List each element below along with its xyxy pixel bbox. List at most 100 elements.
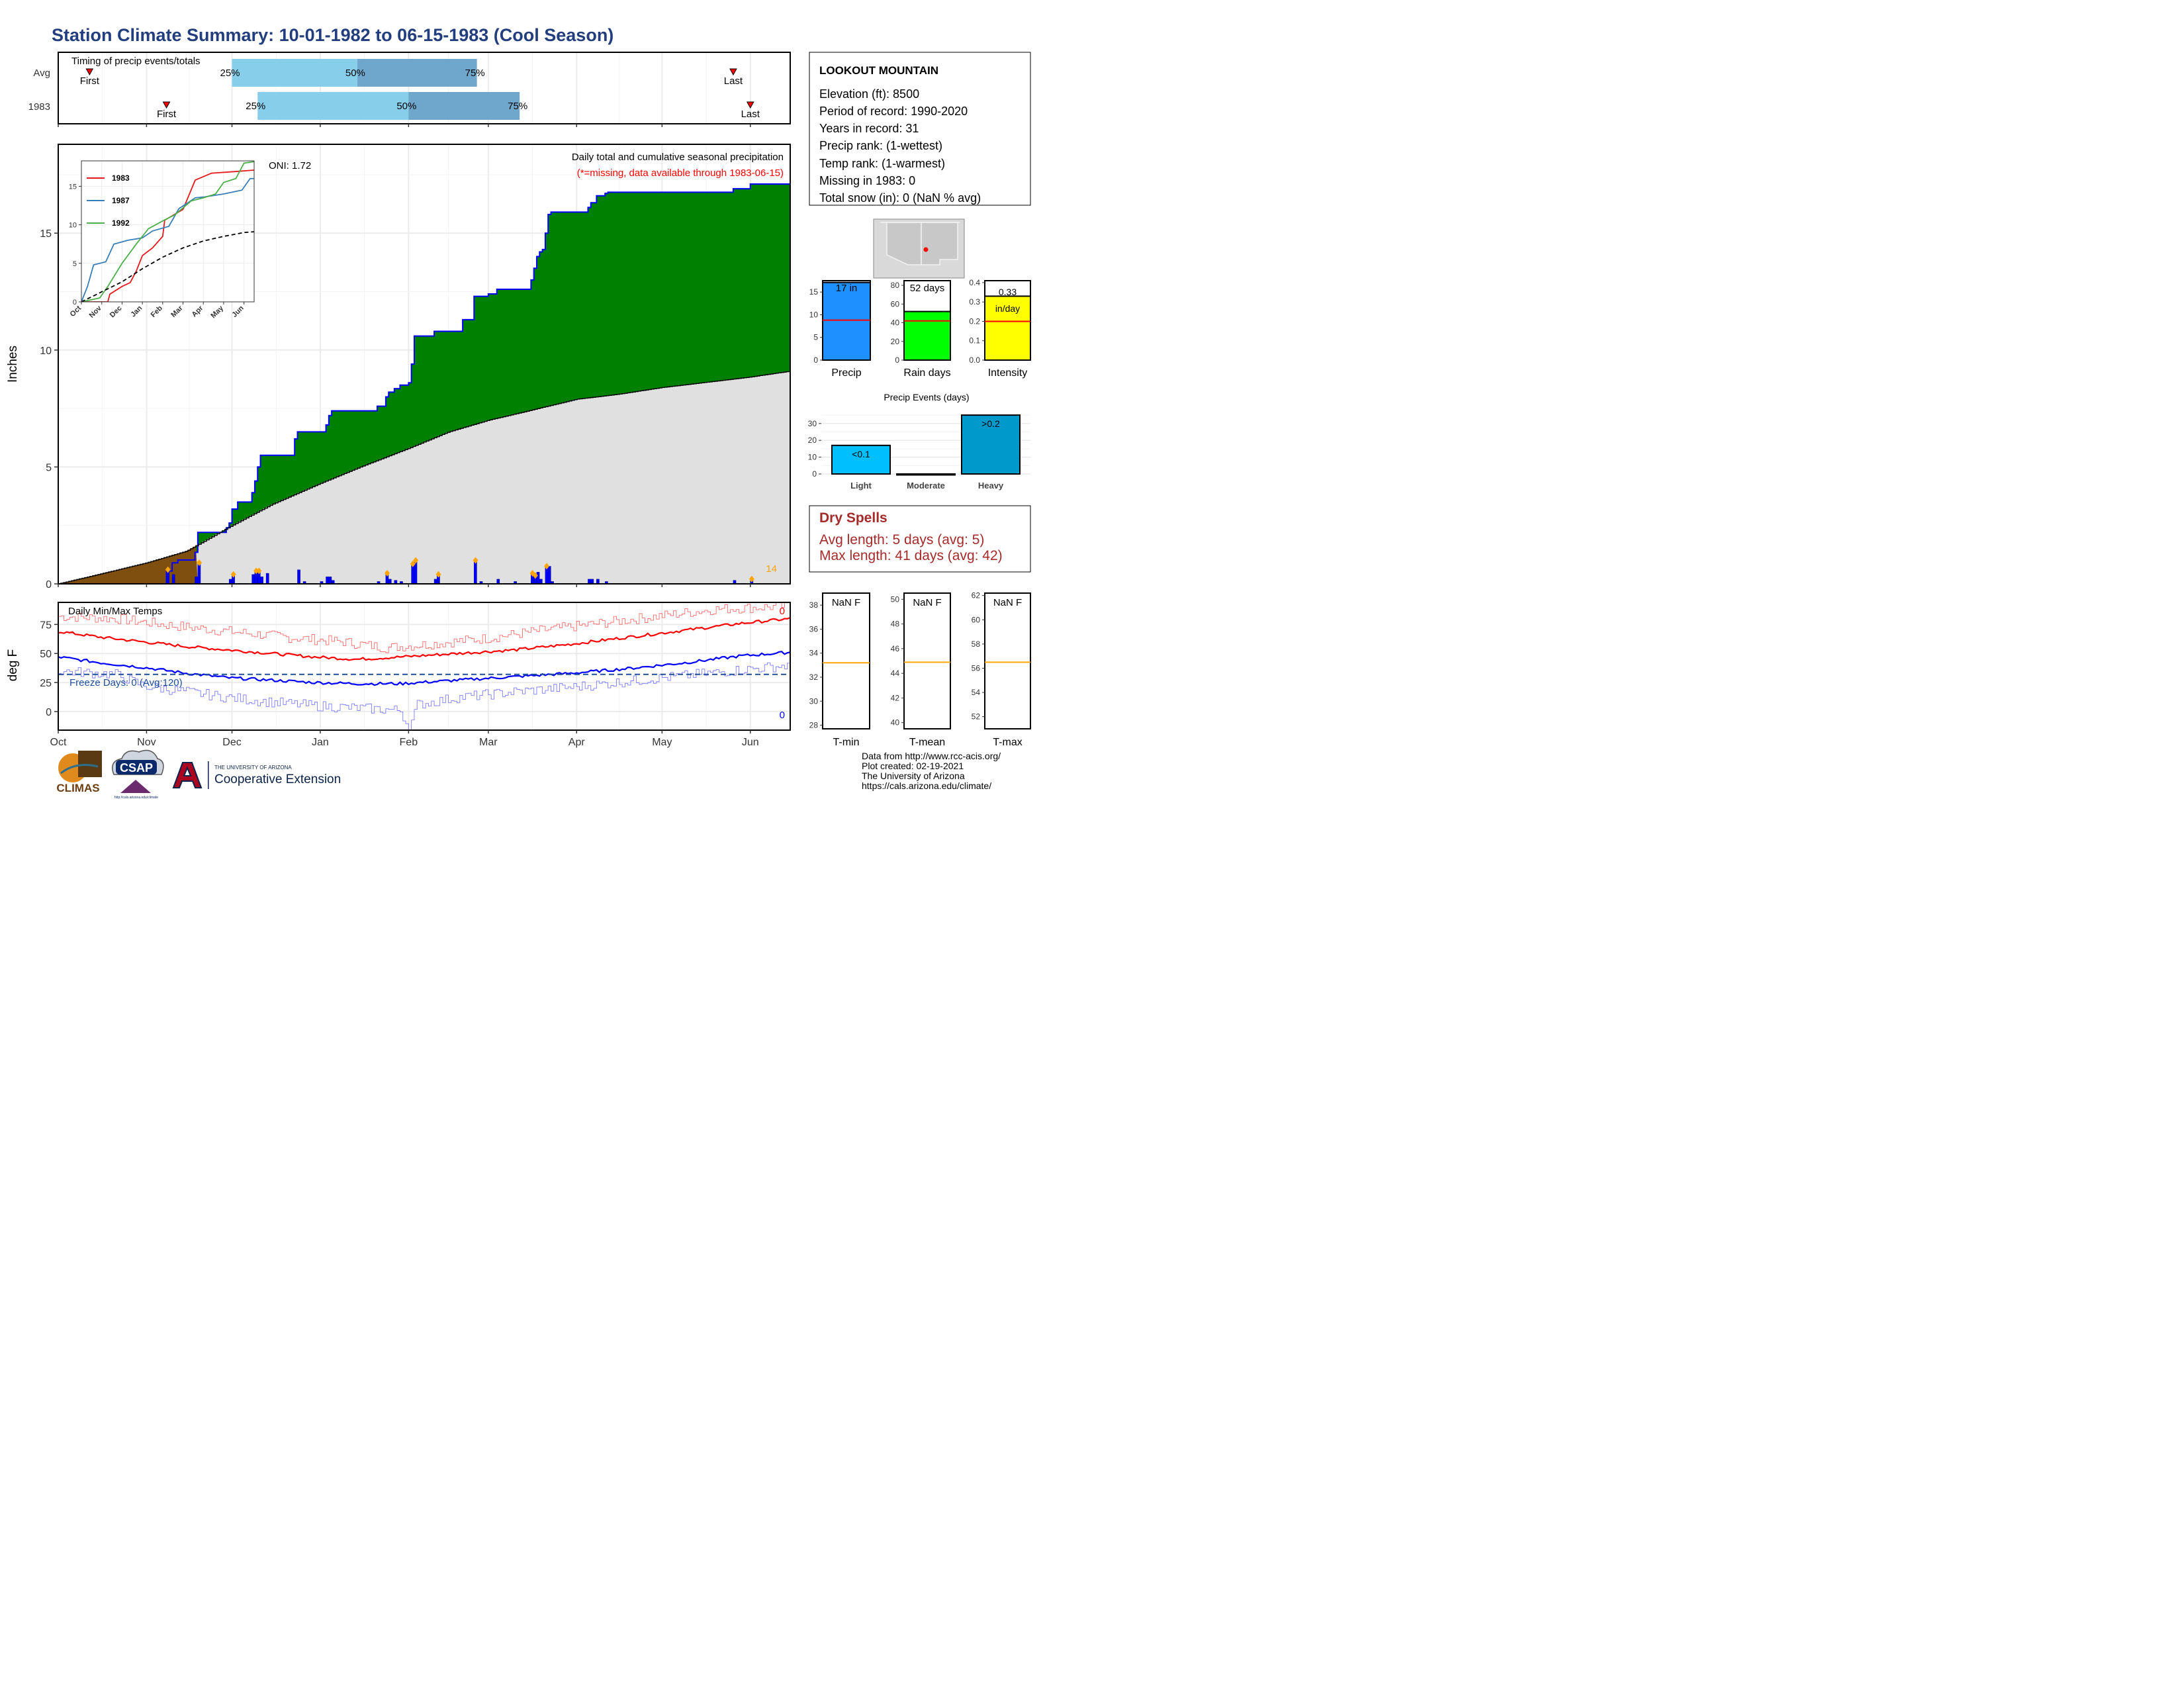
inset-ytick-label: 0 [73,299,77,306]
csap-logo-label-bg [116,760,157,774]
daily-precip-bar [328,577,332,584]
event-marker [532,572,538,579]
timing-xticks [58,124,751,127]
inset-xtick-label: Feb [150,304,165,319]
daily-precip-bar [388,579,392,584]
temp-yticks: 0 25 50 75 [40,620,58,718]
daily-precip-bar [171,574,175,584]
temp-box-tick-label: 62 [972,591,981,600]
precip-ytick-label: 5 [46,462,52,473]
map-station-dot [923,247,929,252]
daily-precip-bar [588,579,591,584]
precip-ytick-label: 0 [46,579,52,590]
inset-grid [81,161,254,303]
footer-credits: Data from http://www.rcc-acis.org/ Plot … [862,751,1001,791]
temp-box-tick-label: 50 [891,594,900,604]
daily-precip-bar [228,579,232,584]
events-chart: Precip Events (days) <0.1 >0.2 0 10 20 30 Li… [808,392,1030,491]
precip-title: Daily total and cumulative seasonal prec… [572,152,784,163]
event-marker [435,571,441,578]
temp-box-tick-label: 60 [972,615,981,624]
timing-label-q75: 75% [508,101,527,112]
summary-bar-tick-label: 60 [891,299,900,308]
temp-box-t-max: NaN F 52 54 56 58 60 62 T-max [972,591,1031,748]
daily-precip-bar [265,573,269,584]
temp-box-name: T-max [993,737,1022,748]
temp-box-name: T-mean [909,737,945,748]
temp-ytick-label: 25 [40,678,52,689]
summary-bar-name: Intensity [988,367,1028,379]
summary-bar-tick-label: 10 [809,310,819,319]
temp-box-tick-label: 30 [809,696,819,706]
precip-panel: 0 5 10 15 Inches Daily total and cumulative… [6,144,791,590]
climate-summary-chart: Station Climate Summary: 10-01-1982 to 0… [6,25,1031,800]
temp-box-tick-label: 44 [891,669,900,678]
temp-box-frame [903,592,951,729]
temp-panel-label: Daily Min/Max Temps [68,606,162,617]
precip-ylabel: Inches [6,346,20,383]
inset-xtick-label: Mar [169,304,185,319]
daily-precip-bar [326,577,329,584]
footer-line-url: https://cals.arizona.edu/climate/ [862,780,991,791]
station-years: Years in record: 31 [819,122,919,135]
daily-precip-bar [166,571,169,584]
timing-bar-q25-q50 [257,92,409,120]
csap-logo-url: http://cals.arizona.edu/climate [114,796,158,800]
timing-label-last: Last [724,75,743,87]
events-bar-heavy [961,414,1021,475]
summary-bar-name: Precip [831,367,861,379]
temp-line-record_min [58,661,790,730]
temp-box-t-min: NaN F 28 30 32 34 36 38 T-min [809,592,870,748]
temp-box-tick-label: 46 [891,644,900,653]
temp-box-tick-label: 42 [891,693,900,702]
station-snow: Total snow (in): 0 (NaN % avg) [819,191,981,205]
timing-panel-label: Timing of precip events/totals [71,56,201,67]
daily-precip-bar [733,580,737,584]
inset-ytick-label: 10 [69,222,77,230]
daily-precip-bar [251,574,255,584]
station-temp-rank: Temp rank: (1-warmest) [819,157,945,170]
climas-logo-text: CLIMAS [56,782,99,794]
timing-row-label-avg: Avg [33,68,50,79]
inset-line-average [81,231,254,302]
timing-label-q25: 25% [220,68,240,79]
summary-bar-tick-label: 0.4 [969,278,980,287]
precip-average-line [58,371,790,584]
summary-bar-tick-label: 15 [809,287,819,297]
timing-label-first: First [80,75,100,87]
events-ytick-label: 10 [808,453,817,462]
precip-ytick-label: 10 [40,346,52,357]
summary-bar-tick-label: 0 [813,355,818,365]
summary-bar-intensity: 0.33 in/day 0.0 0.1 0.2 0.3 0.4 Intensity [969,278,1031,379]
freeze-days-label: Freeze Days: 0 (Avg:120) [69,677,183,688]
logos: CLIMAS CSAP http://cals.arizona.edu/clim… [56,749,341,800]
temp-box-tick-label: 36 [809,624,819,633]
summary-bar-value-label: 0.33 [999,287,1017,297]
ua-logo-ext-text: Cooperative Extension [214,773,341,786]
event-marker [197,559,203,566]
inset-legend-label: 1992 [112,218,130,228]
page-title: Station Climate Summary: 10-01-1982 to 0… [52,25,614,45]
event-marker [253,567,259,575]
inset-xtick-label: Apr [190,304,205,318]
temp-xticks: Oct Nov Dec Jan Feb Mar Apr May Jun [50,730,759,748]
footer-line-data: Data from http://www.rcc-acis.org/ [862,751,1001,761]
event-marker [749,575,754,583]
temp-box-t-mean: NaN F 40 42 44 46 48 50 T-mean [891,592,951,748]
summary-bar-tick-label: 80 [891,281,900,290]
events-ytick-label: 20 [808,436,817,445]
ua-logo: THE UNIVERSITY OF ARIZONA Cooperative Ex… [172,761,341,789]
csap-logo-text: CSAP [120,761,153,774]
summary-bar-tick-label: 0 [895,355,899,365]
event-marker [473,557,478,564]
events-bars: <0.1 >0.2 [831,414,1021,476]
month-label: Jan [312,737,329,748]
daily-precip-bar [536,572,540,584]
summary-bar-precip: 17 in 0 5 10 15 Precip [809,280,871,379]
events-bar-label: <0.1 [852,449,870,459]
events-category-label: Heavy [978,481,1004,491]
inset-legend-label: 1987 [112,196,130,205]
daily-precip-bar [496,579,500,584]
temp-box-tick-label: 48 [891,620,900,629]
